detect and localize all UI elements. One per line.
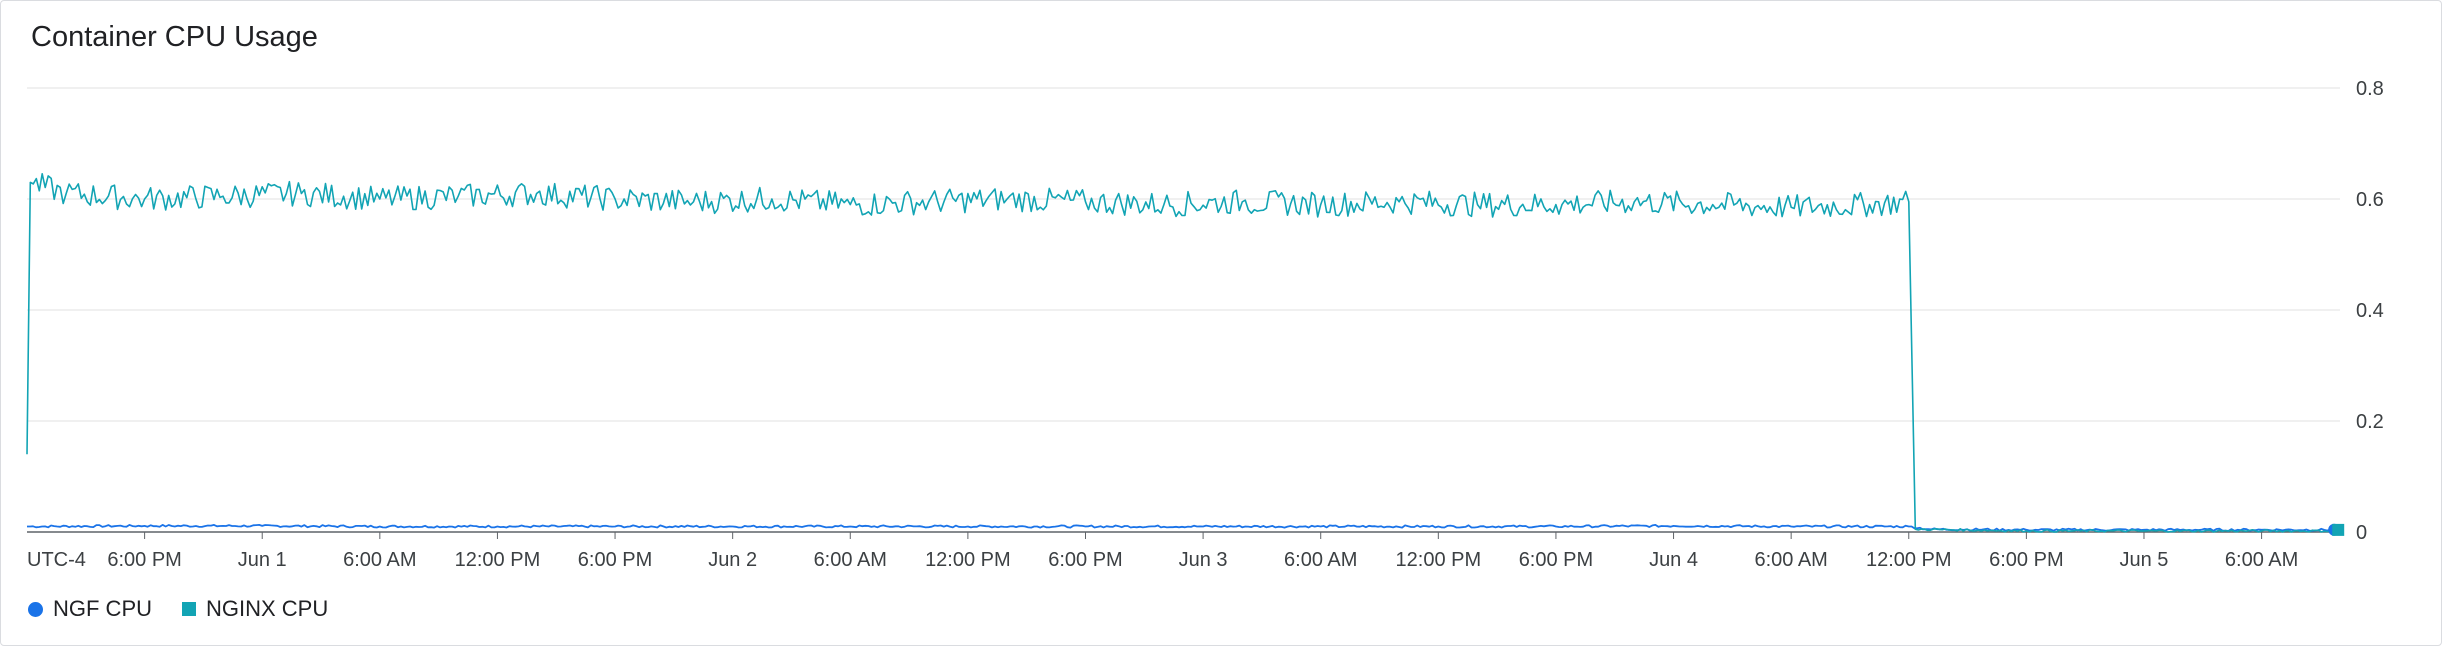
y-tick-label: 0.6 xyxy=(2356,189,2384,211)
series-end-marker-nginx-cpu xyxy=(2332,523,2345,536)
legend-item-nginx-cpu[interactable]: NGINX CPU xyxy=(182,596,328,622)
x-tick-label: 6:00 AM xyxy=(2225,549,2298,571)
x-tick-label: 6:00 PM xyxy=(1989,549,2063,571)
x-tick-label: Jun 3 xyxy=(1179,549,1228,571)
x-tick-label: Jun 5 xyxy=(2120,549,2169,571)
y-tick-label: 0 xyxy=(2356,522,2367,544)
square-icon xyxy=(182,602,196,616)
x-tick-label: 6:00 PM xyxy=(578,549,652,571)
x-tick-label: 6:00 PM xyxy=(1519,549,1593,571)
series-line-nginx-cpu xyxy=(26,173,2331,533)
legend-label-nginx-cpu: NGINX CPU xyxy=(206,596,329,621)
x-tick-label: 6:00 AM xyxy=(1284,549,1357,571)
x-tick-label: 6:00 PM xyxy=(107,549,181,571)
x-tick-label: 6:00 PM xyxy=(1048,549,1122,571)
timezone-label: UTC-4 xyxy=(27,549,86,571)
x-tick-label: 12:00 PM xyxy=(1396,549,1482,571)
x-tick-label: 12:00 PM xyxy=(455,549,541,571)
chart-title: Container CPU Usage xyxy=(31,21,318,53)
x-tick-label: 6:00 AM xyxy=(814,549,887,571)
y-tick-label: 0.2 xyxy=(2356,411,2384,433)
x-tick-label: 12:00 PM xyxy=(1866,549,1952,571)
x-tick-label: Jun 2 xyxy=(708,549,757,571)
chart-legend: NGF CPU NGINX CPU xyxy=(28,594,358,624)
legend-label-ngf-cpu: NGF CPU xyxy=(53,596,152,621)
circle-icon xyxy=(28,601,43,617)
x-tick-label: Jun 1 xyxy=(238,549,287,571)
y-tick-label: 0.8 xyxy=(2356,78,2384,100)
x-tick-label: 12:00 PM xyxy=(925,549,1011,571)
x-tick-label: Jun 4 xyxy=(1649,549,1698,571)
x-tick-label: 6:00 AM xyxy=(343,549,416,571)
x-tick-label: 6:00 AM xyxy=(1754,549,1827,571)
y-tick-label: 0.4 xyxy=(2356,300,2384,322)
legend-item-ngf-cpu[interactable]: NGF CPU xyxy=(28,596,152,622)
